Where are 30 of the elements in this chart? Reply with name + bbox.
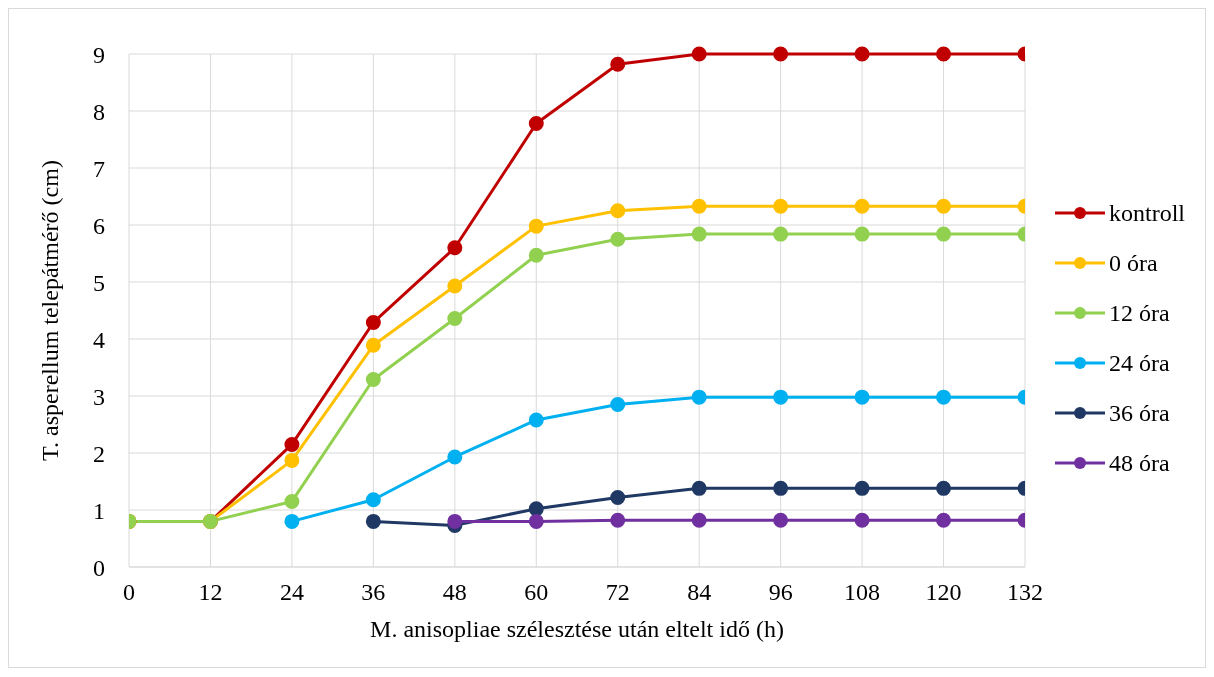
x-tick-label: 60 (524, 579, 549, 606)
y-tick-label: 6 (93, 212, 105, 239)
x-tick-label: 48 (442, 579, 467, 606)
y-tick-label: 0 (93, 554, 105, 581)
y-tick-label: 7 (93, 155, 105, 182)
legend-label: 0 óra (1109, 249, 1158, 277)
y-tick-label: 8 (93, 98, 105, 125)
legend-label: kontroll (1109, 199, 1185, 227)
y-tick-label: 5 (93, 269, 105, 296)
x-tick-label: 120 (925, 579, 962, 606)
legend-label: 24 óra (1109, 349, 1170, 377)
y-tick-label: 2 (93, 440, 105, 467)
x-tick-label: 132 (1007, 579, 1043, 606)
legend-label: 48 óra (1109, 449, 1170, 477)
x-axis-title: M. anisopliae szélesztése után eltelt idő (h) (370, 616, 784, 642)
x-tick-label: 72 (605, 579, 630, 606)
legend-label: 12 óra (1109, 299, 1170, 327)
y-tick-label: 4 (93, 326, 105, 353)
x-tick-label: 84 (687, 579, 712, 606)
x-tick-label: 0 (123, 579, 135, 606)
y-axis-title: T. asperellum telepátmérő (cm) (36, 160, 63, 461)
x-tick-label: 96 (768, 579, 793, 606)
x-tick-label: 108 (844, 579, 881, 606)
x-tick-label: 24 (279, 579, 304, 606)
y-tick-label: 9 (93, 41, 105, 68)
x-tick-label: 12 (198, 579, 223, 606)
legend-label: 36 óra (1109, 399, 1170, 427)
x-tick-label: 36 (361, 579, 386, 606)
y-tick-label: 3 (93, 383, 105, 410)
y-tick-label: 1 (93, 497, 105, 524)
